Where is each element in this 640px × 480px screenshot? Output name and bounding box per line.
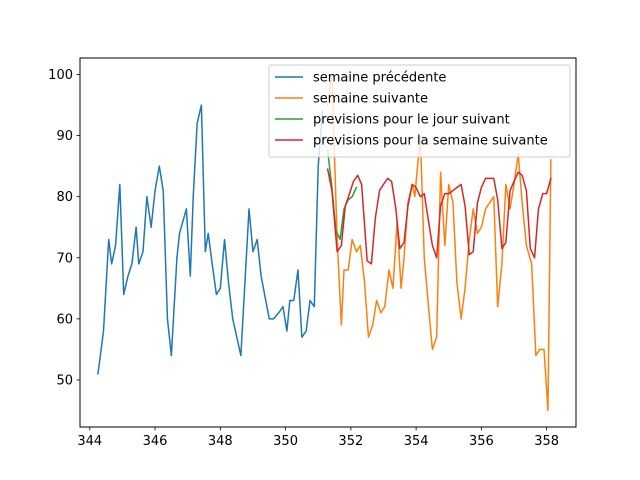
y-tick-label: 60 xyxy=(56,312,73,327)
legend-label: semaine suivante xyxy=(313,92,428,107)
series-layer xyxy=(97,73,552,412)
x-axis: 344 346 348 350 352 354 356 358 xyxy=(77,427,559,449)
legend-box xyxy=(268,64,571,158)
y-tick-label: 80 xyxy=(56,190,73,205)
y-tick-label: 50 xyxy=(56,373,73,388)
series-line-4 xyxy=(326,168,552,265)
y-tick-label: 70 xyxy=(56,251,73,266)
x-tick-label: 352 xyxy=(338,434,363,449)
x-tick-label: 350 xyxy=(273,434,298,449)
x-tick-label: 346 xyxy=(143,434,168,449)
axes-frame xyxy=(79,57,577,428)
legend-label: semaine précédente xyxy=(313,71,446,86)
x-tick-label: 354 xyxy=(404,434,429,449)
legend-label: previsions pour la semaine suivante xyxy=(313,134,548,149)
y-tick-label: 90 xyxy=(56,129,73,144)
x-tick-label: 358 xyxy=(534,434,559,449)
series-line-2 xyxy=(326,73,552,412)
x-tick-label: 344 xyxy=(77,434,102,449)
legend-label: previsions pour le jour suivant xyxy=(313,113,510,128)
y-tick-label: 100 xyxy=(48,68,73,83)
legend: semaine précédente semaine suivante previs… xyxy=(268,64,571,158)
series-line-1 xyxy=(97,104,324,375)
x-tick-label: 356 xyxy=(469,434,494,449)
x-tick-label: 348 xyxy=(208,434,233,449)
y-axis: 50 60 70 80 90 100 xyxy=(48,68,80,388)
